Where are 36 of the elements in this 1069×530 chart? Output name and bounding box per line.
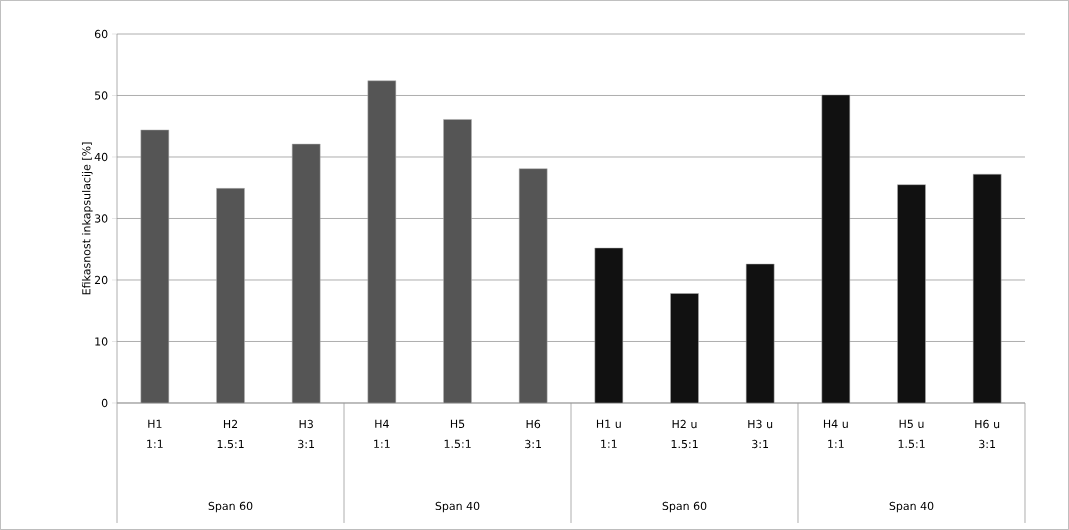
y-tick-label: 20 <box>94 275 108 285</box>
text: Span 60 <box>208 501 253 513</box>
x-tick-label: H4 1:1 <box>374 419 390 448</box>
text: Span 40 <box>435 501 480 513</box>
x-tick-label: H4 u 1:1 <box>823 419 848 448</box>
bar <box>670 293 699 404</box>
bar <box>745 263 775 404</box>
x-tick-label: H2 1.5:1 <box>217 419 244 449</box>
text: Span 60 <box>662 501 707 513</box>
x-tick-label: H6 3:1 <box>525 419 541 449</box>
x-tick-label: H5 u 1.5:1 <box>898 419 925 449</box>
y-tick-label: 30 <box>94 214 108 223</box>
y-tick-label: 40 <box>94 152 108 162</box>
x-tick-label: H1 1:1 <box>147 419 163 448</box>
bar <box>367 80 397 404</box>
bar <box>518 168 548 404</box>
bar <box>821 94 851 404</box>
x-tick-label: H1 u 1:1 <box>596 419 621 448</box>
bar <box>216 188 245 404</box>
x-tick-label: H3 u 3:1 <box>748 419 773 449</box>
bar <box>972 173 1002 404</box>
x-tick-label: H2 u 1.5:1 <box>671 419 698 449</box>
bar <box>443 119 472 404</box>
x-tick-label: H5 1.5:1 <box>444 419 471 449</box>
y-tick-label: 0 <box>101 398 108 408</box>
bar <box>594 247 624 404</box>
y-axis-title: Efikasnost inkapsulacije [%] <box>81 142 93 295</box>
text: Span 40 <box>889 501 934 513</box>
bar <box>897 184 926 404</box>
y-tick-label: 10 <box>95 337 108 346</box>
x-tick-label: H3 3:1 <box>298 419 314 449</box>
bar <box>140 129 170 404</box>
x-tick-label: H6 u 3:1 <box>975 419 1000 449</box>
y-tick-label: 60 <box>94 29 108 39</box>
y-tick-label: 50 <box>95 91 108 100</box>
bar <box>291 143 321 404</box>
